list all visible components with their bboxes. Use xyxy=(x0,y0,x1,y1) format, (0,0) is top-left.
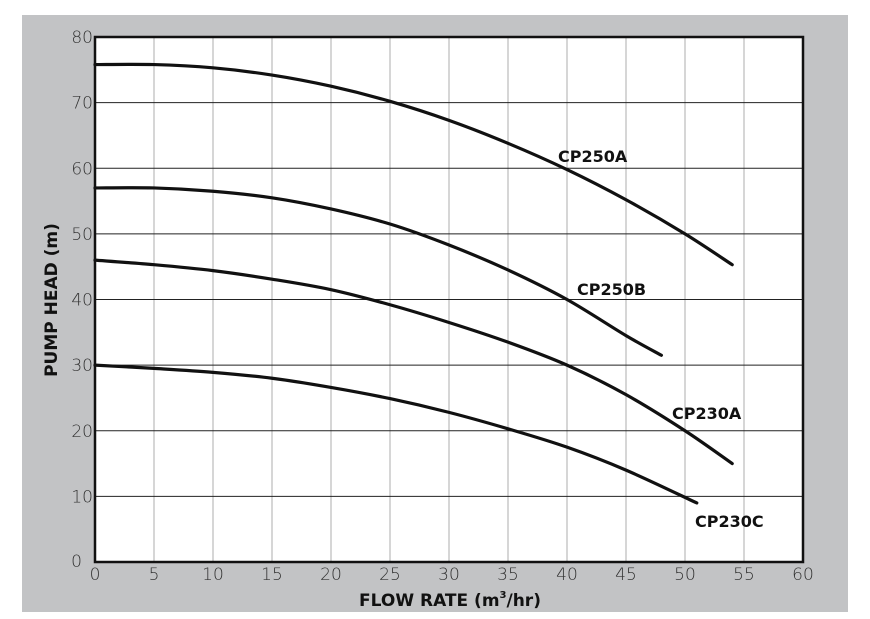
x-tick-label: 55 xyxy=(733,565,755,585)
series-line-cp230c xyxy=(93,363,699,505)
x-tick-label: 15 xyxy=(261,565,283,585)
x-tick-label: 5 xyxy=(149,565,160,585)
y-tick-label: 10 xyxy=(71,487,93,507)
x-tick-label: 25 xyxy=(379,565,401,585)
series-label-cp250a: CP250A xyxy=(558,147,628,166)
series-line-cp250a xyxy=(93,62,734,267)
series-label-cp230a: CP230A xyxy=(672,404,742,423)
x-tick-label: 0 xyxy=(90,565,101,585)
series-label-cp230c: CP230C xyxy=(695,512,764,531)
curves xyxy=(93,62,734,505)
y-tick-label: 30 xyxy=(71,356,93,376)
series-line-cp250b xyxy=(93,186,663,357)
x-tick-label: 30 xyxy=(438,565,460,585)
x-tick-label: 45 xyxy=(615,565,637,585)
x-tick-label: 50 xyxy=(674,565,696,585)
y-tick-label: 60 xyxy=(71,159,93,179)
x-axis-title-main: FLOW RATE (m xyxy=(359,591,500,611)
tick-labels: 0 5 10 15 20 25 30 35 40 45 50 55 60 10 20 30 40 50 60 70 80… xyxy=(71,28,814,585)
x-axis-title-sup: 3 xyxy=(500,590,507,601)
y-tick-label: 50 xyxy=(71,225,93,245)
y-axis-title: PUMP HEAD (m) xyxy=(42,223,62,377)
y-tick-label: 40 xyxy=(71,291,93,311)
series-labels: CP250A CP250B CP230A CP230C xyxy=(558,147,764,531)
plot-border xyxy=(93,35,805,564)
y-tick-label: 80 xyxy=(71,28,93,48)
series-label-cp250b: CP250B xyxy=(577,280,646,299)
series-line-cp230a xyxy=(93,258,734,466)
x-tick-label: 10 xyxy=(202,565,224,585)
x-tick-label: 20 xyxy=(320,565,342,585)
x-axis-title: FLOW RATE (m3/hr) xyxy=(359,590,541,611)
x-tick-label: 60 xyxy=(792,565,814,585)
x-tick-label: 35 xyxy=(497,565,519,585)
x-tick-label: 40 xyxy=(556,565,578,585)
x-axis-title-end: /hr) xyxy=(507,591,541,611)
y-tick-label: 20 xyxy=(71,422,93,442)
y-tick-label: 70 xyxy=(71,94,93,114)
y-tick-label: 0 xyxy=(71,552,82,572)
